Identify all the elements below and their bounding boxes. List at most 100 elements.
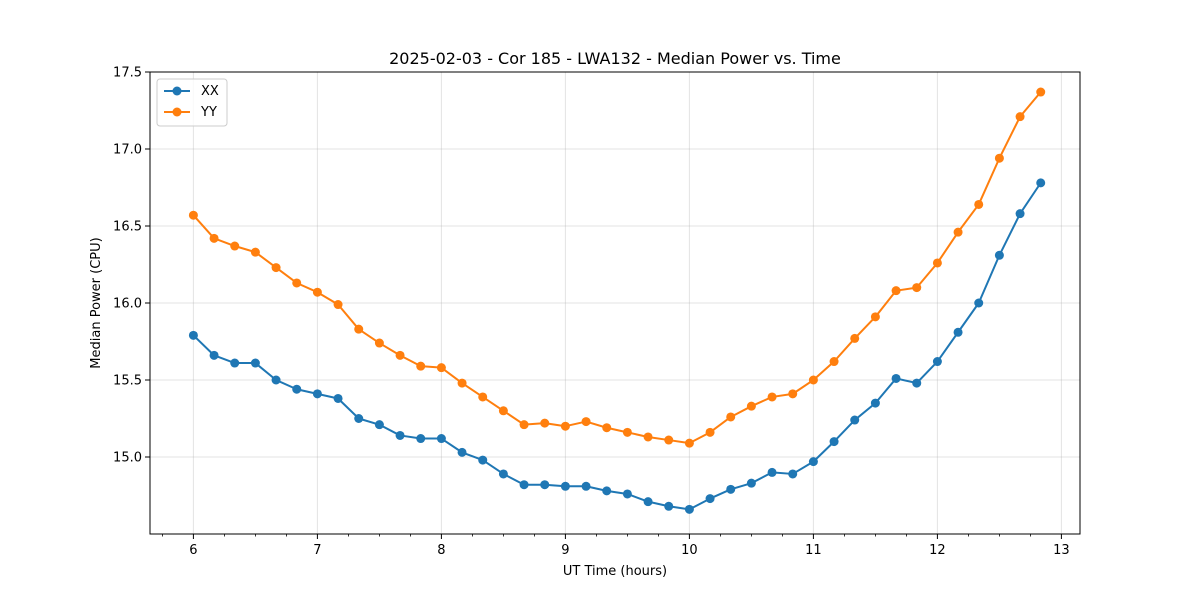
data-point-yy bbox=[808, 375, 818, 385]
data-point-yy bbox=[581, 417, 591, 427]
data-point-yy bbox=[953, 227, 963, 237]
data-point-xx bbox=[292, 384, 302, 394]
data-point-yy bbox=[478, 392, 488, 402]
y-tick-label: 17.0 bbox=[113, 143, 142, 158]
data-point-xx bbox=[994, 250, 1004, 260]
data-point-xx bbox=[912, 378, 922, 388]
x-tick-label: 8 bbox=[437, 543, 445, 558]
data-point-xx bbox=[395, 430, 405, 440]
data-point-xx bbox=[788, 469, 798, 479]
data-point-yy bbox=[912, 283, 922, 293]
data-point-yy bbox=[622, 427, 632, 437]
data-point-yy bbox=[643, 432, 653, 442]
data-point-yy bbox=[519, 420, 529, 430]
data-point-yy bbox=[188, 210, 198, 220]
series-layer bbox=[188, 87, 1046, 514]
data-point-yy bbox=[395, 350, 405, 360]
series-xx bbox=[188, 178, 1046, 514]
data-point-yy bbox=[1036, 87, 1046, 97]
data-point-xx bbox=[312, 389, 322, 399]
data-point-xx bbox=[684, 504, 694, 514]
data-point-yy bbox=[684, 438, 694, 448]
data-point-xx bbox=[209, 350, 219, 360]
y-tick-label: 16.0 bbox=[113, 297, 142, 312]
data-point-yy bbox=[767, 392, 777, 402]
data-point-yy bbox=[974, 199, 984, 209]
data-point-xx bbox=[850, 415, 860, 425]
data-point-yy bbox=[829, 357, 839, 367]
data-point-xx bbox=[767, 467, 777, 477]
data-point-yy bbox=[602, 423, 612, 433]
data-point-xx bbox=[932, 357, 942, 367]
data-point-yy bbox=[932, 258, 942, 268]
data-point-yy bbox=[374, 338, 384, 348]
data-point-yy bbox=[230, 241, 240, 251]
x-tick-label: 9 bbox=[561, 543, 569, 558]
data-point-xx bbox=[457, 447, 467, 457]
data-point-xx bbox=[1015, 209, 1025, 219]
data-point-yy bbox=[436, 363, 446, 373]
data-point-yy bbox=[850, 333, 860, 343]
data-point-xx bbox=[602, 486, 612, 496]
data-point-xx bbox=[808, 457, 818, 467]
data-point-yy bbox=[664, 435, 674, 445]
data-point-xx bbox=[416, 434, 426, 444]
data-point-yy bbox=[870, 312, 880, 322]
y-tick-label: 17.5 bbox=[113, 66, 142, 81]
data-point-yy bbox=[498, 406, 508, 416]
data-point-yy bbox=[250, 247, 260, 257]
legend-label-xx: XX bbox=[201, 84, 219, 99]
data-point-yy bbox=[560, 421, 570, 431]
x-tick-label: 11 bbox=[805, 543, 822, 558]
data-point-xx bbox=[271, 375, 281, 385]
data-point-yy bbox=[746, 401, 756, 411]
x-tick-label: 7 bbox=[313, 543, 321, 558]
data-point-xx bbox=[870, 398, 880, 408]
data-point-xx bbox=[519, 480, 529, 490]
y-tick-label: 15.0 bbox=[113, 451, 142, 466]
x-tick-label: 12 bbox=[929, 543, 946, 558]
x-axis-label: UT Time (hours) bbox=[563, 564, 667, 579]
x-tick-label: 13 bbox=[1053, 543, 1070, 558]
data-point-xx bbox=[974, 298, 984, 308]
data-point-yy bbox=[457, 378, 467, 388]
data-point-yy bbox=[1015, 112, 1025, 122]
data-point-yy bbox=[891, 286, 901, 296]
data-point-xx bbox=[1036, 178, 1046, 188]
data-point-xx bbox=[188, 330, 198, 340]
data-point-yy bbox=[416, 361, 426, 371]
y-axis-label: Median Power (CPU) bbox=[89, 237, 104, 368]
data-point-xx bbox=[478, 455, 488, 465]
chart-title: 2025-02-03 - Cor 185 - LWA132 - Median P… bbox=[389, 49, 841, 68]
data-point-xx bbox=[643, 497, 653, 507]
data-point-xx bbox=[560, 481, 570, 491]
data-point-xx bbox=[540, 480, 550, 490]
data-point-xx bbox=[746, 478, 756, 488]
y-tick-label: 15.5 bbox=[113, 374, 142, 389]
data-point-yy bbox=[209, 233, 219, 243]
data-point-xx bbox=[436, 434, 446, 444]
data-point-xx bbox=[333, 393, 343, 403]
data-point-xx bbox=[230, 358, 240, 368]
legend-marker-yy bbox=[172, 107, 182, 117]
data-point-yy bbox=[994, 153, 1004, 163]
legend-label-yy: YY bbox=[200, 105, 217, 120]
data-point-xx bbox=[622, 489, 632, 499]
data-point-xx bbox=[664, 501, 674, 511]
data-point-xx bbox=[250, 358, 260, 368]
ticks: 6 7 8 9 10 11 12 13 15.0 15.5 16.0 16.5 17.0 17.5 bbox=[113, 66, 1070, 559]
series-yy bbox=[188, 87, 1046, 448]
data-point-yy bbox=[333, 300, 343, 310]
legend: XX YY bbox=[156, 78, 228, 127]
data-point-xx bbox=[726, 484, 736, 494]
y-tick-label: 16.5 bbox=[113, 220, 142, 235]
data-point-xx bbox=[829, 437, 839, 447]
legend-marker-xx bbox=[172, 86, 182, 96]
data-point-yy bbox=[540, 418, 550, 428]
data-point-xx bbox=[354, 414, 364, 423]
data-point-yy bbox=[271, 263, 281, 273]
data-point-xx bbox=[953, 327, 963, 337]
x-tick-label: 6 bbox=[189, 543, 197, 558]
data-point-yy bbox=[705, 427, 715, 437]
